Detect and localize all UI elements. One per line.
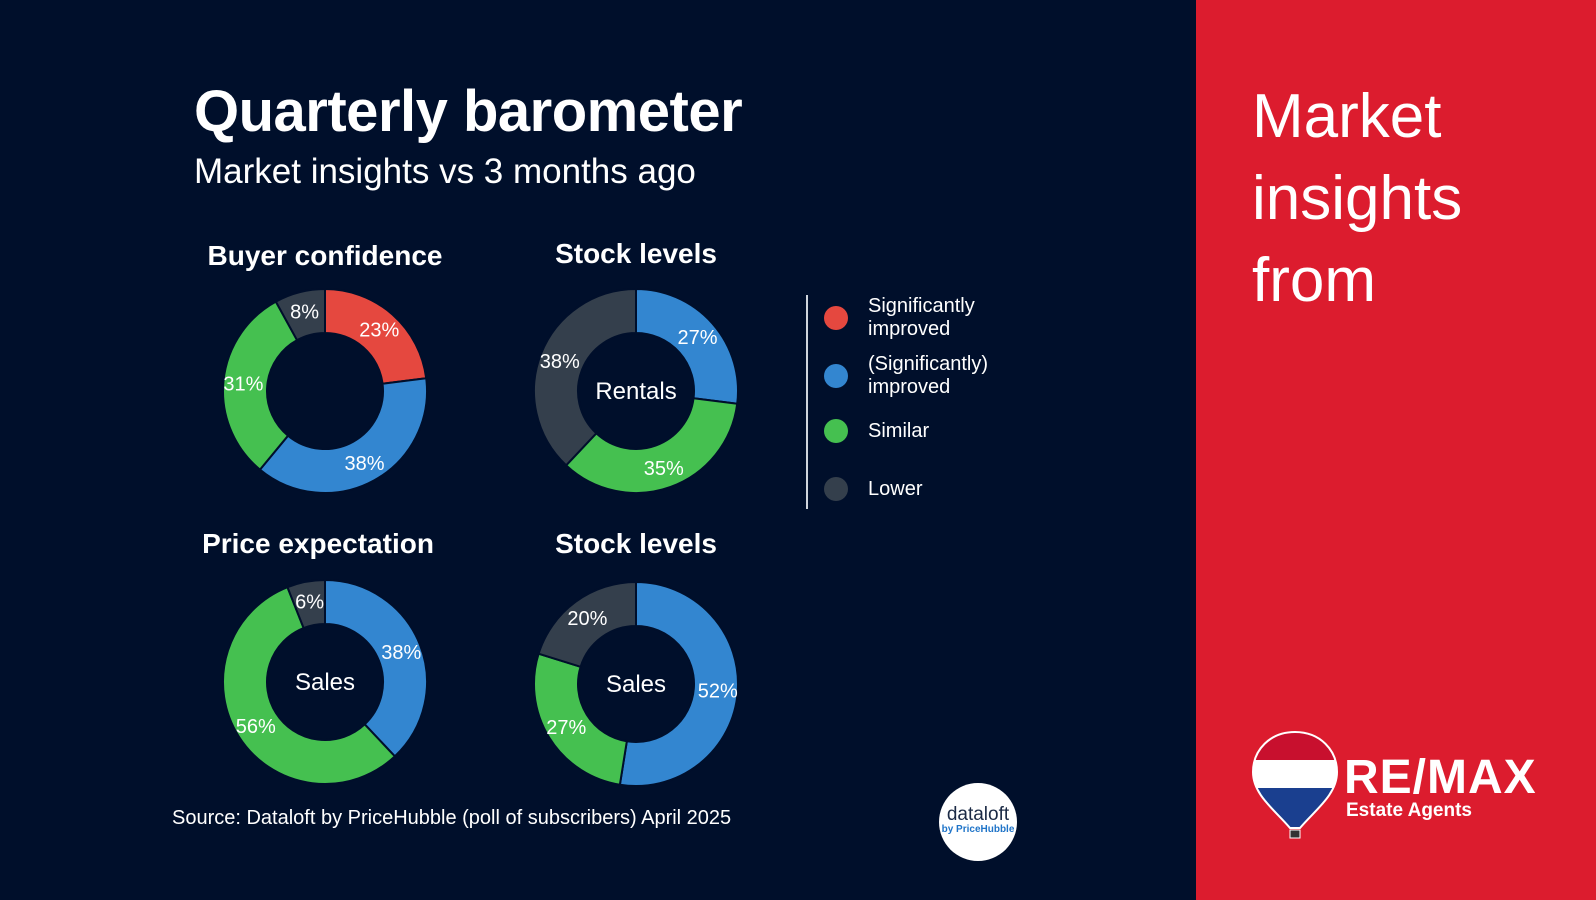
page-title: Quarterly barometer [194, 79, 743, 144]
donut-slice-similar [222, 585, 397, 785]
slice-value-label: 6% [295, 591, 324, 613]
legend-item-significantly-improved: Significantly improved [824, 295, 1018, 341]
panel-title: Market insights from [1252, 82, 1463, 315]
donut-slice-improved [324, 578, 428, 758]
donut-slice-improved [618, 580, 739, 787]
infographic-panel: Quarterly barometer Market insights vs 3… [172, 79, 1026, 861]
page-subtitle: Market insights vs 3 months ago [194, 152, 696, 191]
slice-value-label: 23% [359, 319, 399, 341]
slice-value-label: 38% [344, 453, 384, 475]
chart-title-price-expectation: Price expectation [202, 528, 434, 559]
legend-dot [824, 364, 848, 388]
slice-value-label: 20% [567, 608, 607, 630]
donut-slice-improved [635, 287, 739, 405]
legend: Significantly improved (Significantly) i… [806, 295, 1026, 509]
slice-value-label: 38% [540, 351, 580, 373]
slice-value-label: 52% [698, 680, 738, 702]
dataloft-logo: dataloft by PriceHubble [939, 783, 1017, 861]
legend-item-similar: Similar [824, 419, 1018, 443]
brand-subtitle: Estate Agents [1346, 800, 1472, 821]
donut-slice-lower [533, 287, 637, 467]
brand-wordmark: RE/MAX [1344, 751, 1537, 804]
remax-logo: RE/MAX Estate Agents [1250, 730, 1550, 845]
legend-dot [824, 477, 848, 501]
chart-title-stock-rentals: Stock levels [555, 238, 717, 269]
donut-slice-improved [258, 377, 428, 494]
donut-center-label: Sales [606, 671, 666, 698]
donut-slice-similar [564, 397, 739, 494]
legend-dot [824, 306, 848, 330]
donut-slice-similar [533, 652, 628, 786]
donut-slice-lower [537, 580, 637, 669]
legend-item-improved: (Significantly) improved [824, 353, 1018, 399]
slice-value-label: 38% [381, 642, 421, 664]
brand-panel: Market insights from RE/MAX Estate Agent… [1196, 0, 1596, 900]
donut-slice-lower [286, 578, 326, 630]
donut-slice-similar [222, 300, 299, 472]
slice-value-label: 8% [290, 302, 319, 324]
slice-value-label: 27% [546, 717, 586, 739]
chart-title-stock-sales: Stock levels [555, 528, 717, 559]
slice-value-label: 31% [223, 373, 263, 395]
legend-dot [824, 419, 848, 443]
chart-title-buyer-confidence: Buyer confidence [207, 240, 443, 271]
donut-charts: 23% 38% 31% 8% 27% 35% 38% Rentals 38% 56% 6% Sales… [222, 287, 739, 787]
legend-item-lower: Lower [824, 477, 1018, 501]
donut-center-label: Rentals [595, 378, 676, 405]
slice-value-label: 35% [644, 458, 684, 480]
balloon-icon [1251, 730, 1339, 839]
donut-center-label: Sales [295, 669, 355, 696]
donut-slice-lower [274, 287, 326, 342]
slice-value-label: 27% [677, 327, 717, 349]
slice-value-label: 56% [236, 716, 276, 738]
source-note: Source: Dataloft by PriceHubble (poll of… [172, 807, 732, 829]
